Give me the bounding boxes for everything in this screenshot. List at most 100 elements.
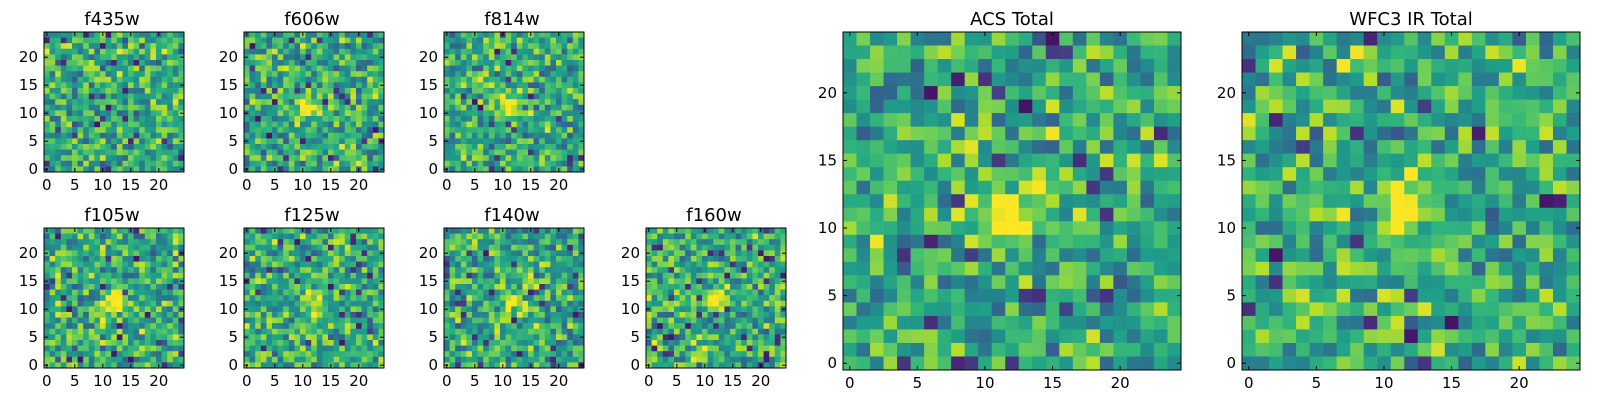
heatmap-cell (516, 155, 523, 162)
heatmap-cell (44, 345, 50, 352)
heatmap-cell (133, 228, 140, 234)
heatmap-cell (156, 93, 162, 100)
heatmap-cell (316, 43, 323, 50)
heatmap-cell (322, 356, 329, 363)
heatmap-cell (991, 140, 1006, 155)
heatmap-cell (372, 317, 379, 324)
heatmap-cell (133, 323, 140, 330)
heatmap-cell (483, 328, 490, 335)
heatmap-cell (311, 54, 318, 61)
heatmap-cell (511, 82, 518, 89)
heatmap-cell (774, 267, 781, 274)
heatmap-cell (322, 149, 329, 156)
heatmap-cell (133, 317, 140, 324)
heatmap-cell (561, 256, 568, 262)
heatmap-cell (528, 233, 534, 240)
heatmap-cell (249, 323, 256, 330)
heatmap-cell (713, 239, 720, 246)
heatmap-cell (111, 300, 118, 307)
heatmap-cell (294, 144, 301, 150)
heatmap-cell (44, 233, 50, 240)
heatmap-cell (657, 250, 664, 257)
heatmap-cell (88, 295, 95, 302)
heatmap-cell (105, 127, 112, 134)
heatmap-cell (311, 82, 318, 89)
heatmap-cell (294, 48, 301, 55)
heatmap-cell (951, 234, 966, 249)
heatmap-cell (260, 54, 267, 61)
heatmap-cell (249, 312, 256, 318)
heatmap-cell (500, 144, 506, 150)
heatmap-cell (305, 76, 312, 83)
heatmap-cell (161, 334, 168, 341)
heatmap-cell (752, 295, 759, 302)
heatmap-cell (870, 207, 884, 222)
heatmap-cell (316, 334, 323, 341)
heatmap-cell (730, 261, 736, 268)
heatmap-cell (707, 345, 714, 352)
heatmap-cell (769, 312, 776, 318)
heatmap-cell (1059, 86, 1074, 100)
heatmap-cell (255, 244, 262, 251)
heatmap-cell (244, 272, 250, 279)
heatmap-cell (244, 239, 250, 246)
heatmap-cell (272, 160, 278, 167)
heatmap-cell (139, 88, 146, 94)
heatmap-cell (556, 160, 562, 167)
heatmap-cell (350, 239, 357, 246)
heatmap-cell (128, 144, 134, 150)
heatmap-cell (350, 149, 357, 156)
heatmap-cell (718, 289, 725, 296)
heatmap-cell (477, 239, 484, 246)
heatmap-cell (333, 300, 340, 307)
heatmap-cell (116, 93, 123, 100)
heatmap-cell (741, 345, 748, 352)
heatmap-cell (300, 312, 306, 318)
heatmap-cell (311, 244, 318, 251)
heatmap-cell (272, 340, 278, 346)
heatmap-cell (1153, 99, 1168, 114)
heatmap-cell (662, 272, 669, 279)
heatmap-cell (522, 166, 529, 173)
heatmap-cell (305, 244, 312, 251)
heatmap-cell (378, 267, 385, 274)
heatmap-cell (1126, 45, 1141, 60)
heatmap-cell (718, 261, 725, 268)
heatmap-cell (139, 300, 146, 307)
heatmap-cell (730, 244, 736, 251)
heatmap-cell (752, 228, 759, 234)
heatmap-cell (266, 54, 273, 61)
heatmap-cell (83, 362, 90, 369)
heatmap-cell (244, 233, 250, 240)
heatmap-cell (561, 48, 568, 55)
heatmap-cell (539, 233, 546, 240)
heatmap-cell (539, 54, 546, 61)
heatmap-cell (316, 166, 323, 173)
heatmap-cell (49, 144, 56, 150)
heatmap-cell (556, 256, 562, 262)
heatmap-cell (483, 272, 490, 279)
heatmap-cell (150, 261, 157, 268)
heatmap-cell (111, 82, 118, 89)
heatmap-cell (49, 60, 56, 66)
heatmap-cell (1018, 234, 1033, 249)
heatmap-cell (679, 278, 686, 285)
heatmap-cell (260, 228, 267, 234)
heatmap-cell (178, 32, 185, 38)
heatmap-cell (1059, 32, 1074, 46)
heatmap-cell (288, 272, 295, 279)
heatmap-cell (83, 88, 90, 94)
heatmap-cell (139, 76, 146, 83)
heatmap-cell (1113, 207, 1128, 222)
heatmap-cell (539, 256, 546, 262)
heatmap-cell (870, 45, 884, 60)
heatmap-cell (870, 167, 884, 182)
heatmap-cell (300, 54, 306, 61)
heatmap-cell (378, 239, 385, 246)
heatmap-cell (516, 54, 523, 61)
heatmap-cell (505, 261, 512, 268)
heatmap-cell (139, 267, 146, 274)
heatmap-cell (161, 82, 168, 89)
heatmap-cell (1005, 45, 1020, 60)
